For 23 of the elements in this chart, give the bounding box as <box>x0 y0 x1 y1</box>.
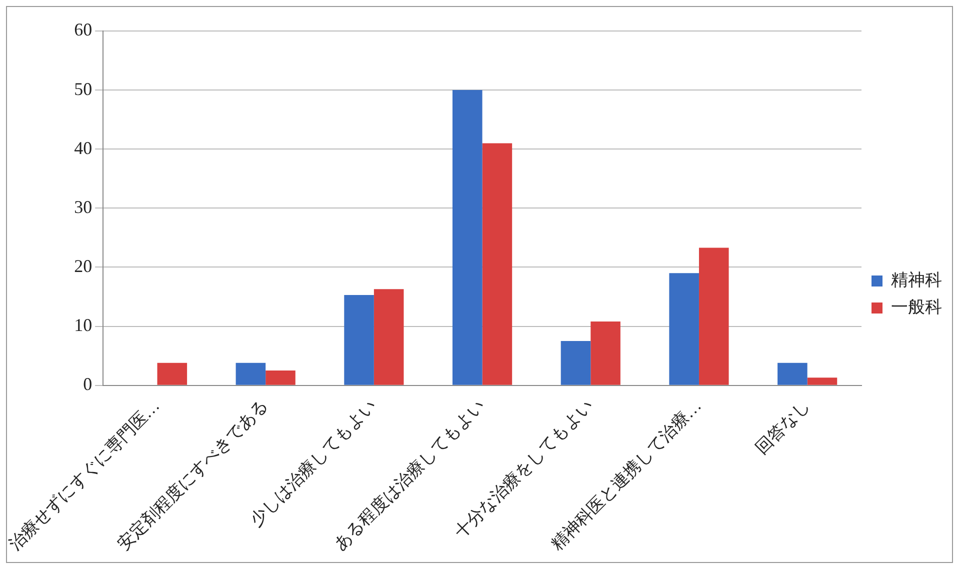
y-tick-label: 60 <box>74 20 92 40</box>
bar <box>698 248 729 385</box>
legend-label: 一般科 <box>891 297 942 316</box>
y-tick-label: 0 <box>83 374 92 394</box>
y-tick-label: 10 <box>74 315 92 336</box>
bar <box>157 362 188 385</box>
bar <box>266 370 296 385</box>
bar <box>374 289 404 385</box>
y-tick-label: 20 <box>74 256 92 276</box>
bar <box>482 143 512 385</box>
bar <box>452 90 482 385</box>
y-tick-label: 50 <box>74 78 92 99</box>
x-tick-label: 回答なし <box>752 396 814 458</box>
bar <box>236 362 266 385</box>
bar <box>344 294 374 385</box>
bar <box>560 341 591 385</box>
legend-label: 精神科 <box>891 270 942 290</box>
y-tick-label: 30 <box>74 196 92 217</box>
bar <box>807 378 838 385</box>
bar <box>590 322 620 385</box>
bar <box>669 273 699 385</box>
bar <box>778 362 808 385</box>
y-tick-label: 40 <box>74 138 92 158</box>
